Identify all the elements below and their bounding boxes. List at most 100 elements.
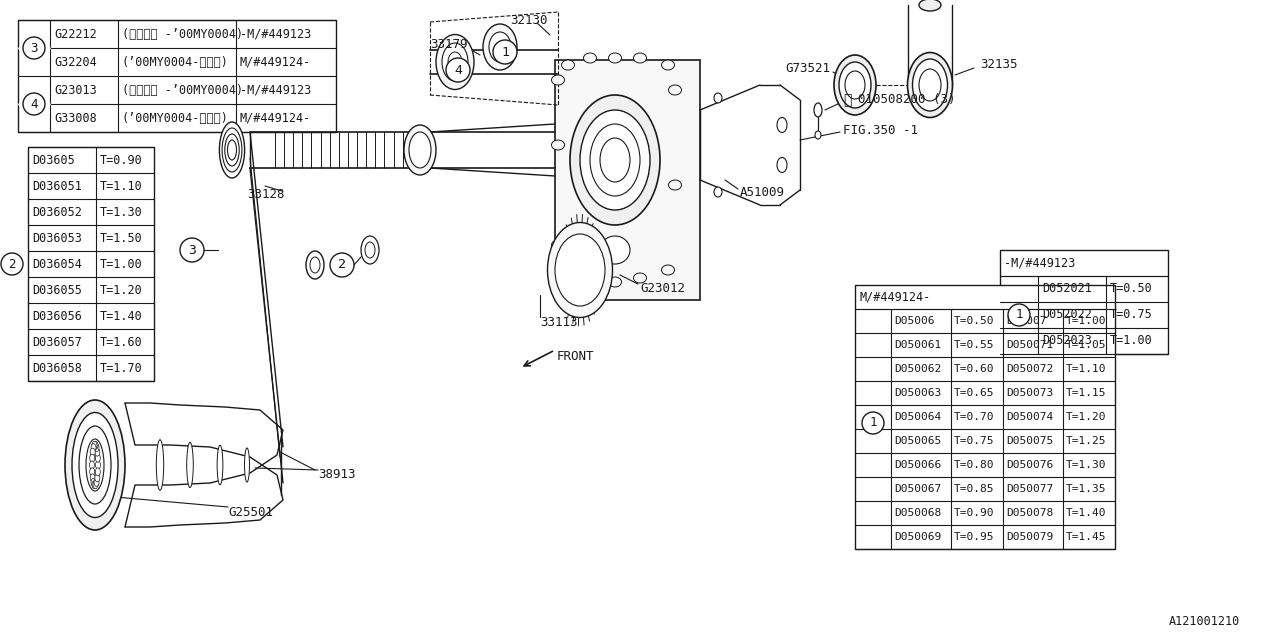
Text: 1: 1 (500, 45, 509, 58)
Ellipse shape (96, 461, 101, 469)
Ellipse shape (95, 454, 100, 462)
Text: D036055: D036055 (32, 284, 82, 296)
Text: T=1.35: T=1.35 (1066, 484, 1106, 494)
Ellipse shape (404, 125, 436, 175)
Ellipse shape (91, 444, 96, 452)
Ellipse shape (835, 55, 876, 115)
Ellipse shape (634, 273, 646, 283)
Text: D036056: D036056 (32, 310, 82, 323)
Ellipse shape (223, 128, 242, 172)
Text: T=0.80: T=0.80 (954, 460, 995, 470)
Text: D050071: D050071 (1006, 340, 1053, 350)
Ellipse shape (310, 257, 320, 273)
Text: G25501: G25501 (228, 506, 273, 518)
Text: 1: 1 (1015, 308, 1023, 321)
Ellipse shape (919, 0, 941, 11)
Ellipse shape (552, 140, 564, 150)
Bar (556, 60, 700, 300)
Ellipse shape (187, 442, 193, 488)
Text: T=1.30: T=1.30 (100, 205, 143, 218)
Text: D050076: D050076 (1006, 460, 1053, 470)
Text: D036052: D036052 (32, 205, 82, 218)
Text: M/#449124-: M/#449124- (241, 111, 311, 125)
Text: D036058: D036058 (32, 362, 82, 374)
Text: D052022: D052022 (1042, 308, 1092, 321)
Text: Ⓑ: Ⓑ (844, 93, 851, 107)
Text: D050075: D050075 (1006, 436, 1053, 446)
Text: T=1.40: T=1.40 (100, 310, 143, 323)
Ellipse shape (93, 481, 99, 489)
Text: T=0.50: T=0.50 (954, 316, 995, 326)
Text: D050065: D050065 (893, 436, 941, 446)
Ellipse shape (91, 478, 96, 486)
Ellipse shape (590, 124, 640, 196)
Ellipse shape (600, 138, 630, 182)
Circle shape (330, 253, 355, 277)
Ellipse shape (584, 277, 596, 287)
Text: 32130: 32130 (509, 13, 548, 26)
Text: T=0.90: T=0.90 (954, 508, 995, 518)
Ellipse shape (552, 75, 564, 85)
Text: D050067: D050067 (893, 484, 941, 494)
Text: D052021: D052021 (1042, 282, 1092, 296)
Text: G23012: G23012 (640, 282, 685, 294)
Text: T=1.15: T=1.15 (1066, 388, 1106, 398)
Text: (’00MY0004-　　　): (’00MY0004- ) (122, 111, 229, 125)
Text: 33113: 33113 (540, 316, 577, 328)
Text: T=0.70: T=0.70 (954, 412, 995, 422)
Ellipse shape (90, 448, 95, 456)
Ellipse shape (814, 103, 822, 117)
Text: 33179: 33179 (430, 38, 467, 51)
Ellipse shape (908, 52, 952, 118)
Text: T=1.70: T=1.70 (100, 362, 143, 374)
Ellipse shape (562, 60, 575, 70)
Text: (　　　　 -’00MY0004): ( -’00MY0004) (122, 28, 243, 40)
Text: T=1.10: T=1.10 (100, 179, 143, 193)
Ellipse shape (600, 236, 630, 264)
Text: D036051: D036051 (32, 179, 82, 193)
Text: 4: 4 (454, 63, 462, 77)
Text: 2: 2 (8, 257, 15, 271)
Text: T=1.10: T=1.10 (1066, 364, 1106, 374)
Circle shape (23, 37, 45, 59)
Ellipse shape (90, 454, 95, 462)
Ellipse shape (584, 53, 596, 63)
Ellipse shape (556, 234, 605, 306)
Text: T=1.20: T=1.20 (100, 284, 143, 296)
Ellipse shape (777, 118, 787, 132)
Text: D050063: D050063 (893, 388, 941, 398)
Text: D036057: D036057 (32, 335, 82, 349)
Ellipse shape (90, 461, 95, 469)
Text: D036053: D036053 (32, 232, 82, 244)
Circle shape (1, 253, 23, 275)
Ellipse shape (65, 400, 125, 530)
Ellipse shape (218, 445, 223, 485)
Text: FIG.350 -1: FIG.350 -1 (844, 124, 918, 136)
Text: D052023: D052023 (1042, 335, 1092, 348)
Text: T=1.40: T=1.40 (1066, 508, 1106, 518)
Ellipse shape (156, 440, 164, 490)
Text: D050074: D050074 (1006, 412, 1053, 422)
Ellipse shape (815, 131, 820, 139)
Text: T=1.20: T=1.20 (1066, 412, 1106, 422)
Text: G23013: G23013 (54, 83, 97, 97)
Ellipse shape (90, 468, 95, 476)
Ellipse shape (913, 59, 947, 111)
Text: D050077: D050077 (1006, 484, 1053, 494)
Text: D05007: D05007 (1006, 316, 1047, 326)
Ellipse shape (93, 444, 99, 452)
Text: D050062: D050062 (893, 364, 941, 374)
Text: (　　　　 -’00MY0004): ( -’00MY0004) (122, 83, 243, 97)
Text: T=0.75: T=0.75 (954, 436, 995, 446)
Ellipse shape (86, 439, 104, 491)
Text: D050066: D050066 (893, 460, 941, 470)
Text: D050078: D050078 (1006, 508, 1053, 518)
Ellipse shape (225, 134, 239, 166)
Text: D050069: D050069 (893, 532, 941, 542)
Ellipse shape (93, 478, 99, 486)
Text: 4: 4 (31, 97, 37, 111)
Bar (855, 285, 1115, 549)
Text: A51009: A51009 (740, 186, 785, 198)
Ellipse shape (919, 69, 941, 101)
Bar (28, 147, 154, 381)
